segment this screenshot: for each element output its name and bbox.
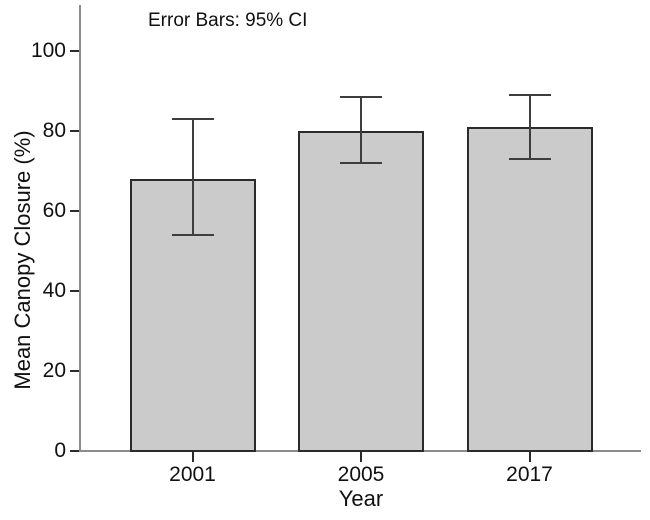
y-axis-tick-label: 40	[42, 279, 66, 302]
y-axis-tick-label: 60	[42, 199, 66, 222]
bar-2017	[466, 127, 593, 452]
error-bar-line-2001	[191, 119, 194, 235]
error-bars-annotation: Error Bars: 95% CI	[148, 10, 308, 31]
error-bar-line-2017	[528, 95, 531, 159]
y-axis-title: Mean Canopy Closure (%)	[10, 130, 35, 390]
y-axis-tick	[70, 370, 79, 372]
y-axis-tick-label: 100	[30, 39, 66, 62]
x-axis-tick-2017	[528, 452, 531, 462]
y-axis-tick-label: 0	[54, 439, 66, 462]
y-axis-tick	[70, 130, 79, 132]
y-axis-tick-label: 80	[42, 119, 66, 142]
error-bar-cap-upper-2001	[171, 118, 214, 120]
error-bar-cap-upper-2005	[340, 96, 382, 98]
error-bar-cap-lower-2017	[508, 158, 551, 160]
y-axis-tick	[70, 50, 79, 52]
x-axis-tick-label-2001: 2001	[169, 463, 216, 486]
error-bar-cap-upper-2017	[508, 94, 551, 96]
x-axis-title: Year	[338, 486, 384, 511]
x-axis-tick-label-2005: 2005	[337, 463, 385, 486]
y-axis-tick	[70, 210, 79, 212]
x-axis-tick-label-2017: 2017	[506, 463, 553, 486]
bar-2005	[298, 131, 424, 452]
error-bar-cap-lower-2001	[171, 234, 214, 236]
x-axis-tick-2001	[191, 452, 194, 462]
x-axis-tick-2005	[360, 452, 362, 462]
y-axis-tick	[70, 450, 79, 452]
y-axis-tick-label: 20	[42, 359, 66, 382]
error-bar-line-2005	[360, 97, 362, 163]
y-axis-tick	[70, 290, 79, 292]
error-bar-cap-lower-2005	[340, 162, 382, 164]
y-axis-line	[79, 5, 81, 452]
